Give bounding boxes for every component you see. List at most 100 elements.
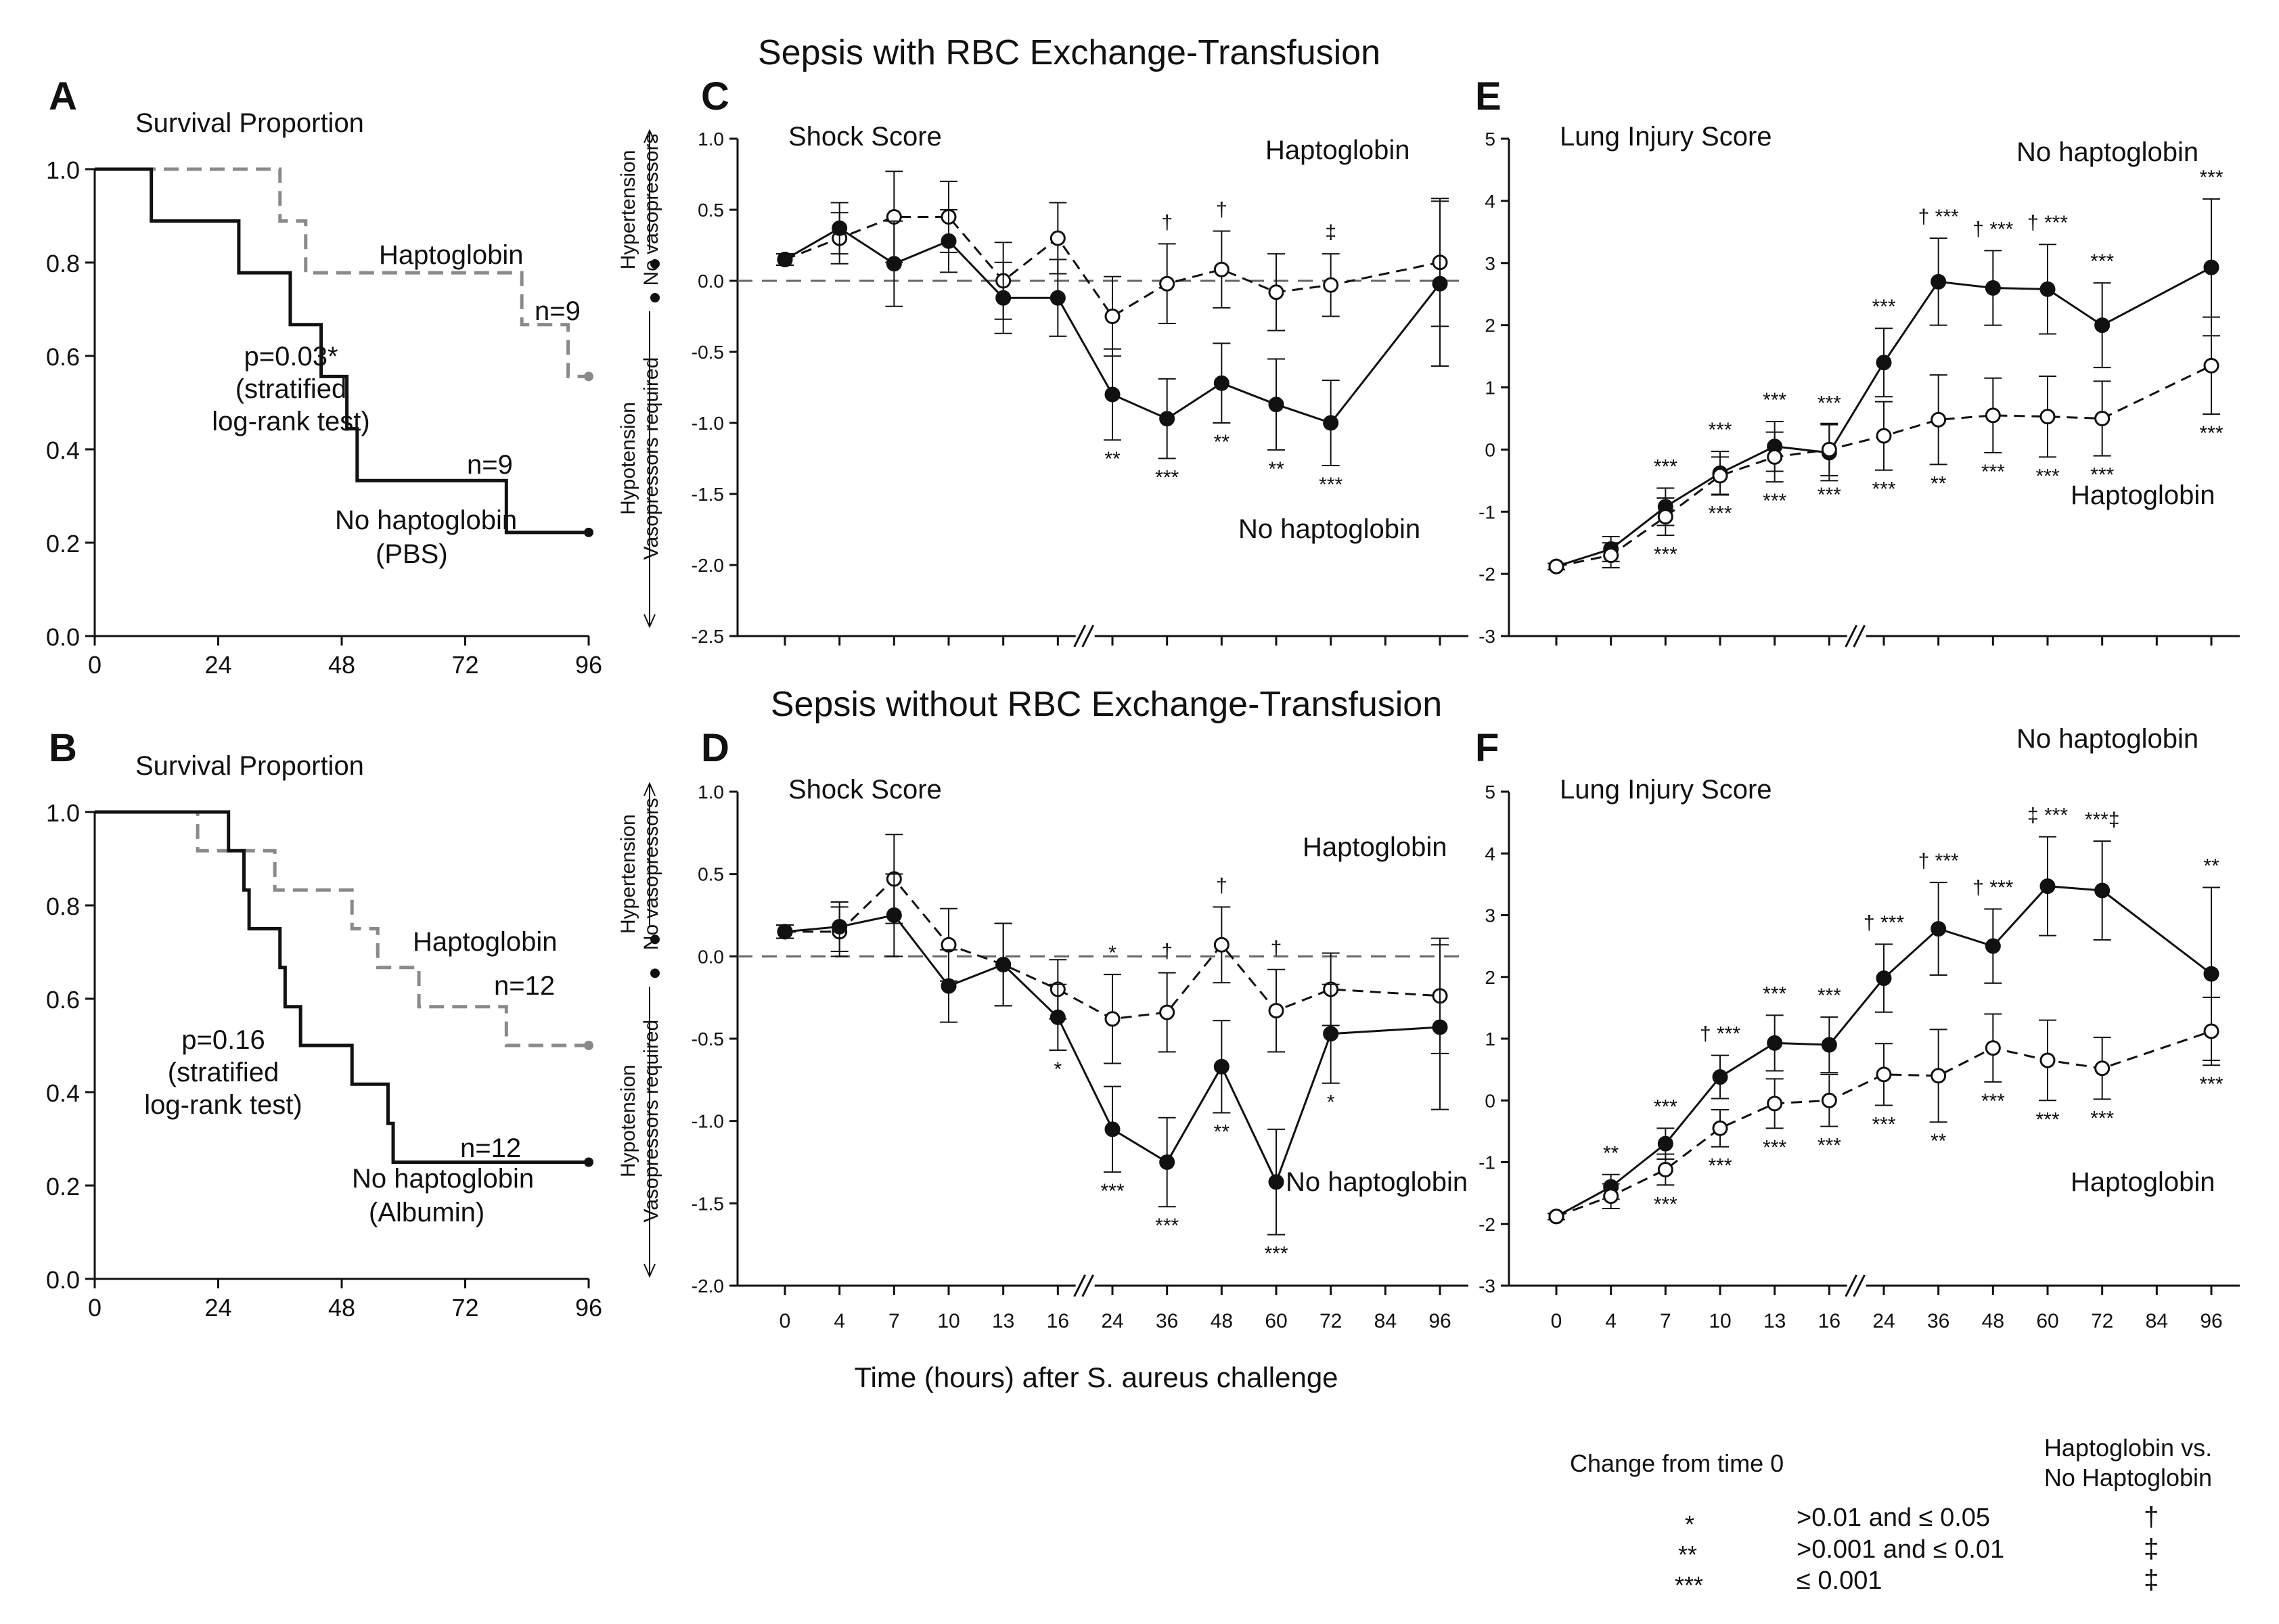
F-no-haptoglobin-point — [1985, 938, 2001, 954]
E-haptoglobin-point — [2203, 357, 2219, 374]
F-xtick-label: 96 — [2200, 1310, 2222, 1332]
D-xtick-label: 96 — [1428, 1310, 1451, 1332]
F-axes — [1508, 792, 2240, 1287]
F-xtick-label: 36 — [1927, 1310, 1949, 1332]
B-p-test-2: log-rank test) — [144, 1090, 302, 1120]
F-haptoglobin-point — [1931, 1068, 1947, 1084]
D-xtick-label: 4 — [834, 1310, 845, 1332]
F-haptoglobin-significance-below: *** — [1818, 1135, 1841, 1157]
C-lower-label-2: Vasopressors required — [640, 357, 662, 560]
C-ytick-label: -1.5 — [692, 484, 724, 505]
B-xtick-label: 96 — [575, 1294, 602, 1322]
bottom-section-title: Sepsis without RBC Exchange-Transfusion — [771, 685, 1442, 724]
D-no-haptoglobin-point — [995, 957, 1012, 972]
B-xtick-label: 0 — [88, 1294, 101, 1322]
E-no-haptoglobin-point — [2039, 281, 2056, 297]
F-ytick-label: -2 — [1479, 1214, 1495, 1235]
C-no-haptoglobin-point — [832, 220, 848, 236]
C-haptoglobin-point — [1213, 261, 1229, 277]
E-ytick-label: 1 — [1485, 378, 1495, 399]
F-no-haptoglobin-point — [1712, 1069, 1728, 1085]
A-curve-endpoint — [584, 527, 593, 537]
E-haptoglobin-significance-below: *** — [2199, 422, 2223, 445]
D-no-haptoglobin-point — [1050, 1009, 1066, 1025]
D-xtick-label: 36 — [1156, 1310, 1178, 1332]
A-p-test-1: (stratified — [235, 374, 347, 404]
D-xtick-label: 24 — [1101, 1310, 1123, 1332]
C-upper-label-1: Hypertension — [617, 150, 639, 270]
panel-label-f: F — [1475, 726, 1499, 770]
E-no-haptoglobin-significance-above: *** — [1654, 455, 1677, 478]
E-title: Lung Injury Score — [1560, 122, 1772, 152]
E-no-haptoglobin-significance-above: *** — [2090, 250, 2114, 273]
F-no-haptoglobin-significance-above: *** — [1654, 1096, 1677, 1118]
B-p-value: p=0.16 — [181, 1025, 265, 1055]
E-haptoglobin-point — [1931, 411, 1947, 428]
D-haptoglobin-significance-above: † — [1161, 941, 1173, 963]
F-xtick-label: 72 — [2091, 1310, 2113, 1332]
E-haptoglobin-point — [1821, 441, 1837, 457]
F-ytick-label: 5 — [1485, 782, 1495, 803]
legend-row-3-compare: ‡ — [2144, 1565, 2159, 1595]
A-haptoglobin-label: Haptoglobin — [379, 240, 524, 270]
D-ytick-label: -1.5 — [692, 1193, 724, 1214]
E-no-haptoglobin-significance-above: *** — [1708, 419, 1732, 441]
D-no-haptoglobin-point — [1268, 1174, 1284, 1190]
D-xtick-label: 16 — [1047, 1310, 1069, 1332]
D-ytick-label: -2.0 — [692, 1276, 724, 1296]
C-no-haptoglobin-point — [1268, 397, 1284, 413]
C-series-label-bottom: No haptoglobin — [1238, 514, 1420, 544]
F-haptoglobin-significance-below: *** — [1981, 1090, 2005, 1112]
D-series-label-bottom: No haptoglobin — [1286, 1167, 1468, 1197]
D-axis-break — [1081, 1274, 1095, 1297]
C-no-haptoglobin-point — [1159, 411, 1175, 427]
F-haptoglobin-significance-below: *** — [1654, 1193, 1677, 1215]
F-no-haptoglobin-point — [1876, 970, 1892, 987]
F-xtick-label: 0 — [1551, 1310, 1562, 1332]
D-no-haptoglobin-point — [832, 919, 848, 935]
legend-row-2-change: ** — [1678, 1541, 1697, 1569]
C-ytick-label: -2.0 — [692, 555, 724, 576]
F-ytick-label: -3 — [1479, 1276, 1495, 1296]
C-ytick-label: -1.0 — [692, 413, 724, 434]
C-upper-arrow-head — [644, 129, 656, 143]
A-xtick-label: 24 — [204, 651, 231, 679]
D-xtick-label: 7 — [888, 1310, 900, 1332]
D-no-haptoglobin-significance-below: * — [1054, 1058, 1062, 1081]
F-haptoglobin-significance-below: *** — [1872, 1114, 1895, 1136]
shock-score-chart-d: Shock Score 1.0 0.5 0.0 -0.5 -1.0 -1.5 -2.0 0 4 7 1… — [617, 775, 1468, 1332]
E-haptoglobin-point — [1712, 468, 1728, 484]
F-xtick-label: 10 — [1709, 1310, 1731, 1332]
E-haptoglobin-significance-below: *** — [2035, 465, 2059, 487]
F-haptoglobin-significance-below: ** — [1931, 1130, 1947, 1152]
C-haptoglobin-point — [1323, 277, 1339, 293]
E-axis-break — [1845, 625, 1858, 648]
E-ytick-label: -2 — [1479, 564, 1495, 585]
A-haptoglobin-curve — [95, 167, 589, 378]
C-haptoglobin-significance-above: ‡ — [1325, 221, 1336, 244]
legend-row-1-change: * — [1685, 1510, 1694, 1538]
B-xtick-label: 24 — [204, 1294, 231, 1322]
B-no-haptoglobin-label: No haptoglobin — [352, 1164, 534, 1194]
significance-legend: Change from time 0 Haptoglobin vs. No Ha… — [1570, 1434, 2212, 1599]
A-xtick-label: 96 — [575, 651, 602, 679]
F-haptoglobin-significance-below: *** — [2035, 1108, 2059, 1131]
C-no-haptoglobin-point — [941, 233, 957, 249]
D-no-haptoglobin-significance-below: *** — [1100, 1180, 1124, 1202]
C-axis-break — [1081, 625, 1095, 648]
D-haptoglobin-significance-above: † — [1271, 937, 1282, 960]
E-no-haptoglobin-point — [1985, 280, 2001, 296]
C-no-haptoglobin-point — [1323, 415, 1339, 431]
panel-label-c: C — [701, 74, 729, 118]
C-no-haptoglobin-point — [1432, 275, 1448, 292]
F-no-haptoglobin-point — [2094, 882, 2111, 899]
F-haptoglobin-significance-below: *** — [1763, 1136, 1786, 1158]
E-haptoglobin-significance-below: *** — [1981, 461, 2005, 483]
C-axis-break — [1073, 625, 1087, 648]
F-no-haptoglobin-point — [1767, 1035, 1783, 1051]
E-haptoglobin-significance-below: *** — [1654, 543, 1677, 566]
C-no-haptoglobin-point — [1050, 290, 1066, 306]
A-curve-endpoint — [584, 371, 593, 382]
B-haptoglobin-label: Haptoglobin — [413, 927, 558, 957]
